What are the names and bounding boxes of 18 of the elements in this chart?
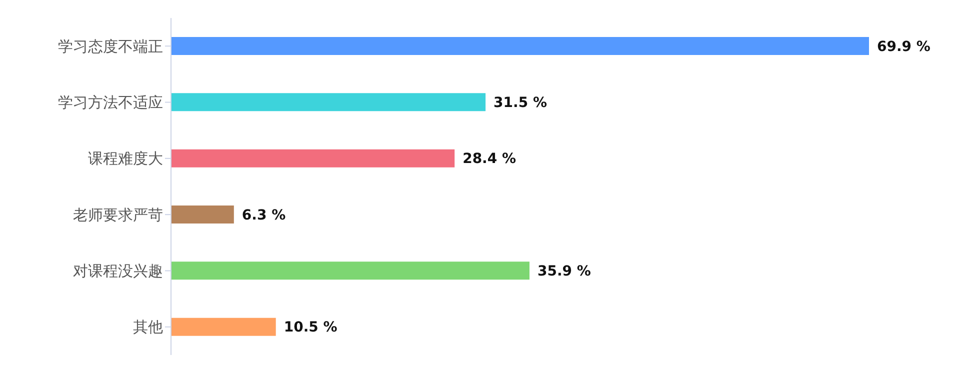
data-label: 6.3 % (242, 207, 286, 224)
y-tick-label: 其他 (133, 318, 163, 336)
data-label: 28.4 % (462, 151, 516, 168)
bar (171, 262, 530, 280)
y-tick-label: 对课程没兴趣 (73, 262, 163, 280)
bar (171, 93, 486, 112)
data-label: 35.9 % (537, 264, 591, 280)
data-label: 69.9 % (877, 38, 930, 55)
y-tick-label: 学习态度不端正 (58, 37, 163, 56)
y-tick-label: 课程难度大 (88, 150, 163, 168)
y-tick-label: 老师要求严苛 (73, 206, 163, 224)
y-tick-label: 学习方法不适应 (58, 94, 163, 112)
bar (171, 206, 234, 224)
data-label: 10.5 % (284, 320, 338, 336)
data-label: 31.5 % (494, 95, 547, 112)
bar (171, 37, 869, 55)
bar (171, 149, 455, 168)
bar (171, 318, 276, 336)
